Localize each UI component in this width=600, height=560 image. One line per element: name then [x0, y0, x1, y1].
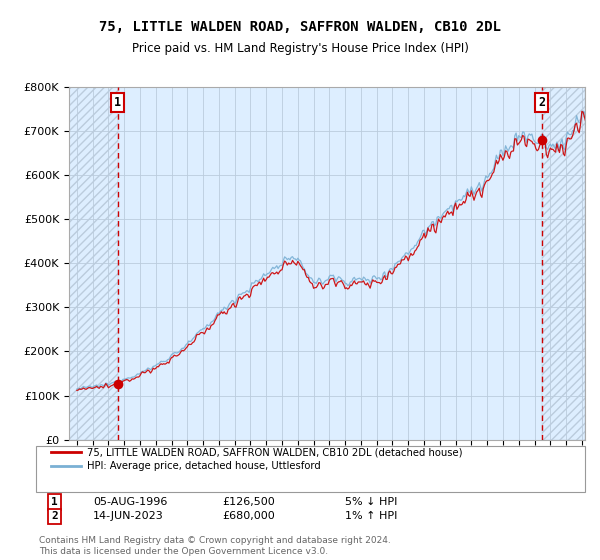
Text: 14-JUN-2023: 14-JUN-2023: [93, 511, 164, 521]
Text: 2: 2: [538, 96, 545, 109]
Text: 2: 2: [51, 511, 58, 521]
Text: 75, LITTLE WALDEN ROAD, SAFFRON WALDEN, CB10 2DL (detached house): 75, LITTLE WALDEN ROAD, SAFFRON WALDEN, …: [87, 447, 463, 458]
Text: 1: 1: [51, 497, 58, 507]
Text: 1% ↑ HPI: 1% ↑ HPI: [345, 511, 397, 521]
Bar: [69, 87, 118, 440]
Text: £126,500: £126,500: [222, 497, 275, 507]
Text: Price paid vs. HM Land Registry's House Price Index (HPI): Price paid vs. HM Land Registry's House …: [131, 42, 469, 55]
Text: Contains HM Land Registry data © Crown copyright and database right 2024.
This d: Contains HM Land Registry data © Crown c…: [39, 536, 391, 556]
Text: HPI: Average price, detached house, Uttlesford: HPI: Average price, detached house, Uttl…: [87, 461, 321, 471]
Text: 5% ↓ HPI: 5% ↓ HPI: [345, 497, 397, 507]
Text: 1: 1: [114, 96, 121, 109]
Bar: [542, 87, 585, 440]
Text: £680,000: £680,000: [222, 511, 275, 521]
Text: 05-AUG-1996: 05-AUG-1996: [93, 497, 167, 507]
Text: 75, LITTLE WALDEN ROAD, SAFFRON WALDEN, CB10 2DL: 75, LITTLE WALDEN ROAD, SAFFRON WALDEN, …: [99, 20, 501, 34]
